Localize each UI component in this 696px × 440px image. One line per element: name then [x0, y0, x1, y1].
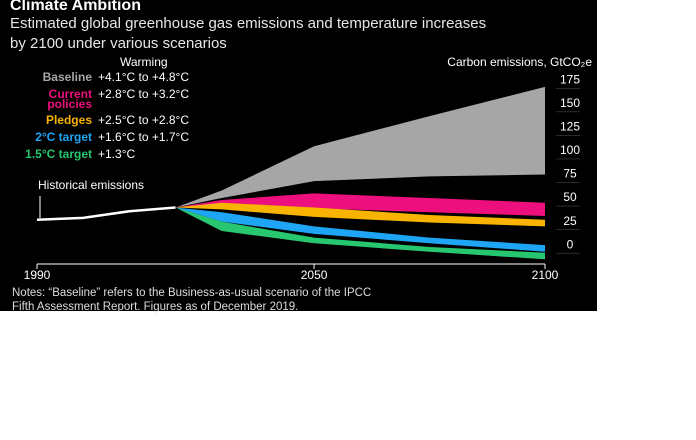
legend-label: Current — [49, 87, 92, 101]
x-tick-label: 2050 — [301, 268, 328, 282]
x-tick-label: 1990 — [24, 268, 51, 282]
y-tick-label: 50 — [563, 190, 577, 204]
y-tick-label: 100 — [560, 143, 580, 157]
legend-warming: +2.8°C to +3.2°C — [98, 87, 189, 101]
y-tick-label: 25 — [563, 214, 577, 228]
range-band — [175, 193, 545, 216]
note: Fifth Assessment Report. Figures as of D… — [12, 301, 298, 313]
note: Notes: “Baseline” refers to the Business… — [12, 287, 371, 299]
x-tick-label: 2100 — [532, 268, 559, 282]
legend-label: Baseline — [43, 70, 93, 84]
legend-warming: +2.5°C to +2.8°C — [98, 113, 189, 127]
y-tick-label: 0 — [567, 237, 574, 251]
chart-title: Climate Ambition — [10, 0, 141, 14]
legend-label: policies — [47, 97, 92, 111]
y-tick-label: 75 — [563, 167, 577, 181]
y-tick-label: 125 — [560, 120, 580, 134]
subtitle: by 2100 under various scenarios — [10, 35, 227, 52]
range-band — [175, 202, 545, 227]
legend-label: Pledges — [46, 113, 92, 127]
legend-warming: +1.3°C — [98, 147, 135, 161]
y-tick-label: 150 — [560, 96, 580, 110]
annotation: Historical emissions — [38, 178, 144, 192]
legend-warming: +4.1°C to +4.8°C — [98, 70, 189, 84]
legend-title: Warming — [120, 55, 168, 69]
historical-line — [36, 206, 176, 221]
subtitle: Estimated global greenhouse gas emission… — [10, 15, 486, 32]
range-band — [175, 207, 545, 260]
y-tick-label: 175 — [560, 72, 580, 86]
range-band — [175, 86, 545, 208]
y-axis-label: Carbon emissions, GtCO₂e — [447, 55, 592, 69]
legend-label: 1.5°C target — [25, 147, 92, 161]
range-band — [175, 207, 545, 252]
legend-label: 2°C target — [35, 130, 92, 144]
legend-warming: +1.6°C to +1.7°C — [98, 130, 189, 144]
